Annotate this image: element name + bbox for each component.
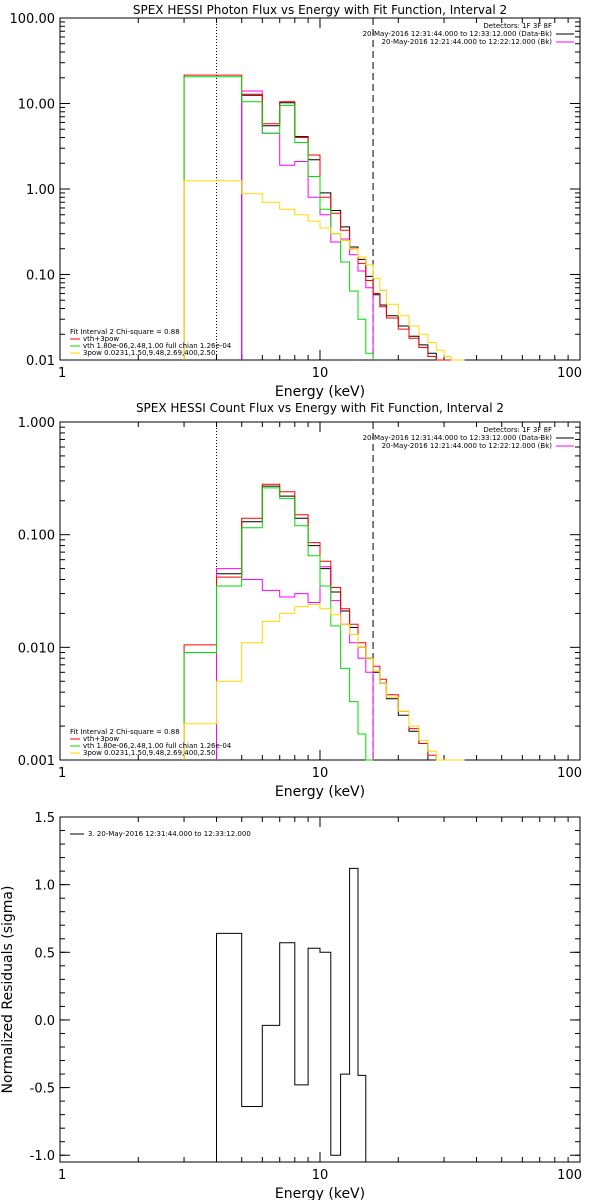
residuals-plot-frame: [59, 816, 581, 1163]
count-chart: SPEX HESSI Count Flux vs Energy with Fit…: [18, 401, 582, 800]
residuals-legend-text: 3. 20-May-2016 12:31:44.000 to 12:33:12.…: [88, 830, 251, 838]
photon-x-tick-label: 10: [312, 366, 329, 381]
count-series--data-bk-: [216, 485, 437, 761]
photon-y-tick-label: 1.00: [26, 183, 55, 198]
photon-info-line: Detectors: 1F 3F 8F: [483, 22, 552, 30]
residuals-x-axis-label: Energy (keV): [275, 1186, 365, 1200]
count-y-tick-label: 1.000: [18, 416, 55, 431]
count-x-tick-label: 100: [557, 766, 582, 781]
photon-x-tick-label: 100: [557, 366, 582, 381]
photon-y-tick-label: 10.00: [18, 98, 55, 113]
count-title: SPEX HESSI Count Flux vs Energy with Fit…: [136, 401, 504, 415]
count-x-tick-label: 1: [58, 766, 66, 781]
count-legend-text: 3pow 0.0231,1.50,9.48,2.69,400,2.50: [83, 749, 215, 757]
residuals-chart: 1 10 100 -1.0 -0.5 0.0 0.5 1.0 1.5 Energy (keV) No…: [0, 811, 582, 1200]
residuals-y-tick-label: 1.5: [34, 811, 55, 826]
photon-series-3pow: [183, 180, 465, 361]
photon-series--data-bk-: [241, 94, 445, 361]
count-series--bk-: [216, 566, 374, 760]
residuals-x-tick-label: 10: [312, 1168, 329, 1183]
photon-x-axis-label: Energy (keV): [275, 384, 365, 400]
photon-legend-text: vth+3pow: [83, 335, 119, 343]
count-legend-text: vth 1.80e-06,2.48,1.00 full chian 1.26e-…: [83, 742, 232, 750]
count-info-line: 20-May-2016 12:21:44.000 to 12:22:12.000…: [382, 442, 553, 450]
residuals-y-tick-label: -1.0: [30, 1149, 55, 1164]
photon-y-tick-label: 0.10: [26, 269, 55, 284]
residuals-y-tick-label: 1.0: [34, 879, 55, 894]
count-legend-text: vth+3pow: [83, 735, 119, 743]
residuals-x-tick-label: 1: [58, 1168, 66, 1183]
photon-y-tick-label: 100.00: [10, 12, 56, 27]
photon-legend-header: Fit Interval 2 Chi-square = 0.88: [70, 328, 180, 336]
count-series-3pow: [183, 604, 465, 761]
count-x-axis-label: Energy (keV): [275, 784, 365, 800]
photon-legend-text: vth 1.80e-06,2.48,1.00 full chian 1.26e-…: [83, 342, 232, 350]
photon-info-line: 20-May-2016 12:21:44.000 to 12:22:12.000…: [382, 38, 553, 46]
residuals-y-tick-label: -0.5: [30, 1082, 55, 1097]
count-y-tick-label: 0.100: [18, 529, 55, 544]
count-y-tick-label: 0.010: [18, 641, 55, 656]
photon-series--bk-: [241, 90, 374, 360]
count-series-vth-3pow: [183, 483, 452, 761]
count-legend-header: Fit Interval 2 Chi-square = 0.88: [70, 728, 180, 736]
count-y-tick-label: 0.001: [18, 754, 55, 769]
count-info-line: Detectors: 1F 3F 8F: [483, 426, 552, 434]
residuals-y-tick-label: 0.5: [34, 946, 55, 961]
residuals-x-tick-label: 100: [557, 1168, 582, 1183]
count-x-tick-label: 10: [312, 766, 329, 781]
residuals-y-tick-label: 0.0: [34, 1014, 55, 1029]
photon-title: SPEX HESSI Photon Flux vs Energy with Fi…: [133, 3, 507, 17]
photon-series-vth: [183, 76, 374, 360]
photon-series-vth-3pow: [183, 74, 452, 361]
count-info-line: 20-May-2016 12:31:44.000 to 12:33:12.000…: [363, 434, 553, 442]
photon-legend-text: 3pow 0.0231,1.50,9.48,2.69,400,2.50: [83, 349, 215, 357]
count-series-vth: [183, 487, 374, 761]
photon-x-tick-label: 1: [58, 366, 66, 381]
residuals-y-axis-label: Normalized Residuals (sigma): [0, 886, 16, 1094]
photon-info-line: 20-May-2016 12:31:44.000 to 12:33:12.000…: [363, 30, 553, 38]
residuals-series-3-20-may-2016-12-31-44-000-to-12-33-12-000: [216, 867, 374, 1163]
photon-y-tick-label: 0.01: [26, 354, 55, 369]
photon-chart: SPEX HESSI Photon Flux vs Energy with Fi…: [10, 3, 583, 400]
